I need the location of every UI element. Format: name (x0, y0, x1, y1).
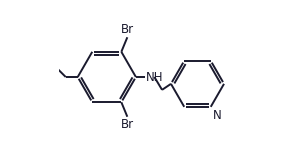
Text: N: N (212, 109, 221, 122)
Text: NH: NH (146, 71, 163, 83)
Text: Br: Br (121, 23, 134, 36)
Text: Br: Br (121, 118, 134, 131)
